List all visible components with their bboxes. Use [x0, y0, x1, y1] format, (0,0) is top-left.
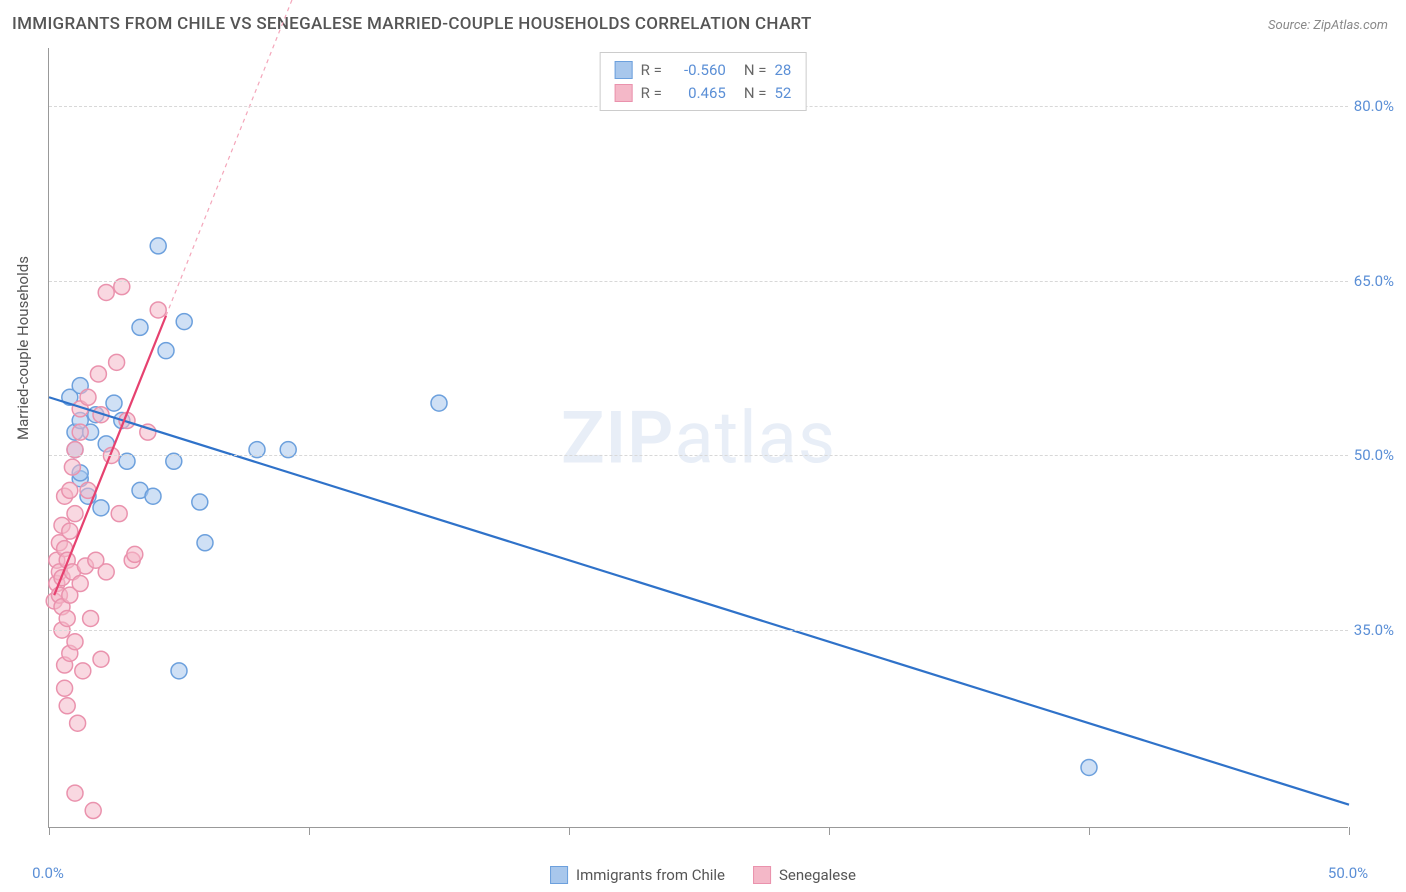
data-point-senegalese — [98, 564, 114, 580]
y-tick-label: 80.0% — [1354, 97, 1394, 115]
data-point-senegalese — [75, 663, 91, 679]
data-point-chile — [132, 319, 148, 335]
n-value-senegalese: 52 — [774, 82, 791, 105]
data-point-chile — [158, 343, 174, 359]
data-point-senegalese — [62, 523, 78, 539]
data-point-senegalese — [150, 302, 166, 318]
data-point-senegalese — [67, 785, 83, 801]
data-point-chile — [431, 395, 447, 411]
trendline-chile — [49, 397, 1349, 804]
legend-row-chile: R = -0.560 N = 28 — [615, 59, 792, 82]
data-point-chile — [176, 314, 192, 330]
swatch-chile-bottom — [550, 866, 568, 884]
x-tick — [829, 827, 830, 835]
data-point-senegalese — [80, 389, 96, 405]
data-point-chile — [93, 500, 109, 516]
data-point-senegalese — [70, 715, 86, 731]
data-point-chile — [145, 488, 161, 504]
data-point-senegalese — [59, 698, 75, 714]
data-point-chile — [192, 494, 208, 510]
data-point-senegalese — [127, 546, 143, 562]
data-point-senegalese — [64, 459, 80, 475]
swatch-chile — [615, 61, 633, 79]
swatch-senegalese — [615, 84, 633, 102]
x-tick — [309, 827, 310, 835]
data-point-senegalese — [85, 803, 101, 819]
r-value-chile: -0.560 — [670, 59, 726, 82]
r-label: R = — [641, 59, 662, 82]
plot-svg — [49, 48, 1348, 827]
x-tick-label: 50.0% — [1328, 864, 1368, 882]
data-point-senegalese — [59, 610, 75, 626]
data-point-senegalese — [67, 506, 83, 522]
data-point-senegalese — [109, 354, 125, 370]
data-point-senegalese — [98, 284, 114, 300]
y-tick-label: 35.0% — [1354, 621, 1394, 639]
y-tick-label: 65.0% — [1354, 272, 1394, 290]
y-axis-label: Married-couple Households — [14, 256, 32, 440]
data-point-senegalese — [93, 651, 109, 667]
data-point-senegalese — [72, 424, 88, 440]
data-point-chile — [106, 395, 122, 411]
x-tick — [569, 827, 570, 835]
data-point-chile — [171, 663, 187, 679]
correlation-legend: R = -0.560 N = 28 R = 0.465 N = 52 — [600, 52, 807, 111]
r-label: R = — [641, 82, 662, 105]
data-point-senegalese — [90, 366, 106, 382]
legend-item-senegalese: Senegalese — [753, 866, 856, 884]
source-label: Source: ZipAtlas.com — [1268, 18, 1388, 33]
gridline-h — [49, 455, 1348, 456]
y-tick-label: 50.0% — [1354, 446, 1394, 464]
chart-title: IMMIGRANTS FROM CHILE VS SENEGALESE MARR… — [12, 14, 812, 34]
data-point-chile — [150, 238, 166, 254]
x-tick — [1089, 827, 1090, 835]
chart-container: IMMIGRANTS FROM CHILE VS SENEGALESE MARR… — [0, 0, 1406, 892]
x-tick — [1349, 827, 1350, 835]
swatch-senegalese-bottom — [753, 866, 771, 884]
data-point-senegalese — [62, 482, 78, 498]
n-label: N = — [744, 82, 767, 105]
r-value-senegalese: 0.465 — [670, 82, 726, 105]
legend-row-senegalese: R = 0.465 N = 52 — [615, 82, 792, 105]
legend-label-chile: Immigrants from Chile — [576, 866, 725, 884]
series-legend: Immigrants from Chile Senegalese — [550, 866, 856, 884]
n-value-chile: 28 — [774, 59, 791, 82]
data-point-senegalese — [72, 576, 88, 592]
gridline-h — [49, 630, 1348, 631]
plot-area: ZIPatlas — [48, 48, 1348, 828]
data-point-senegalese — [83, 610, 99, 626]
gridline-h — [49, 281, 1348, 282]
data-point-senegalese — [67, 634, 83, 650]
data-point-chile — [1081, 759, 1097, 775]
n-label: N = — [744, 59, 767, 82]
legend-item-chile: Immigrants from Chile — [550, 866, 725, 884]
trendline-ext-senegalese — [166, 0, 296, 316]
x-tick — [49, 827, 50, 835]
data-point-senegalese — [57, 680, 73, 696]
data-point-chile — [197, 535, 213, 551]
x-tick-label: 0.0% — [32, 864, 64, 882]
data-point-senegalese — [111, 506, 127, 522]
legend-label-senegalese: Senegalese — [779, 866, 856, 884]
